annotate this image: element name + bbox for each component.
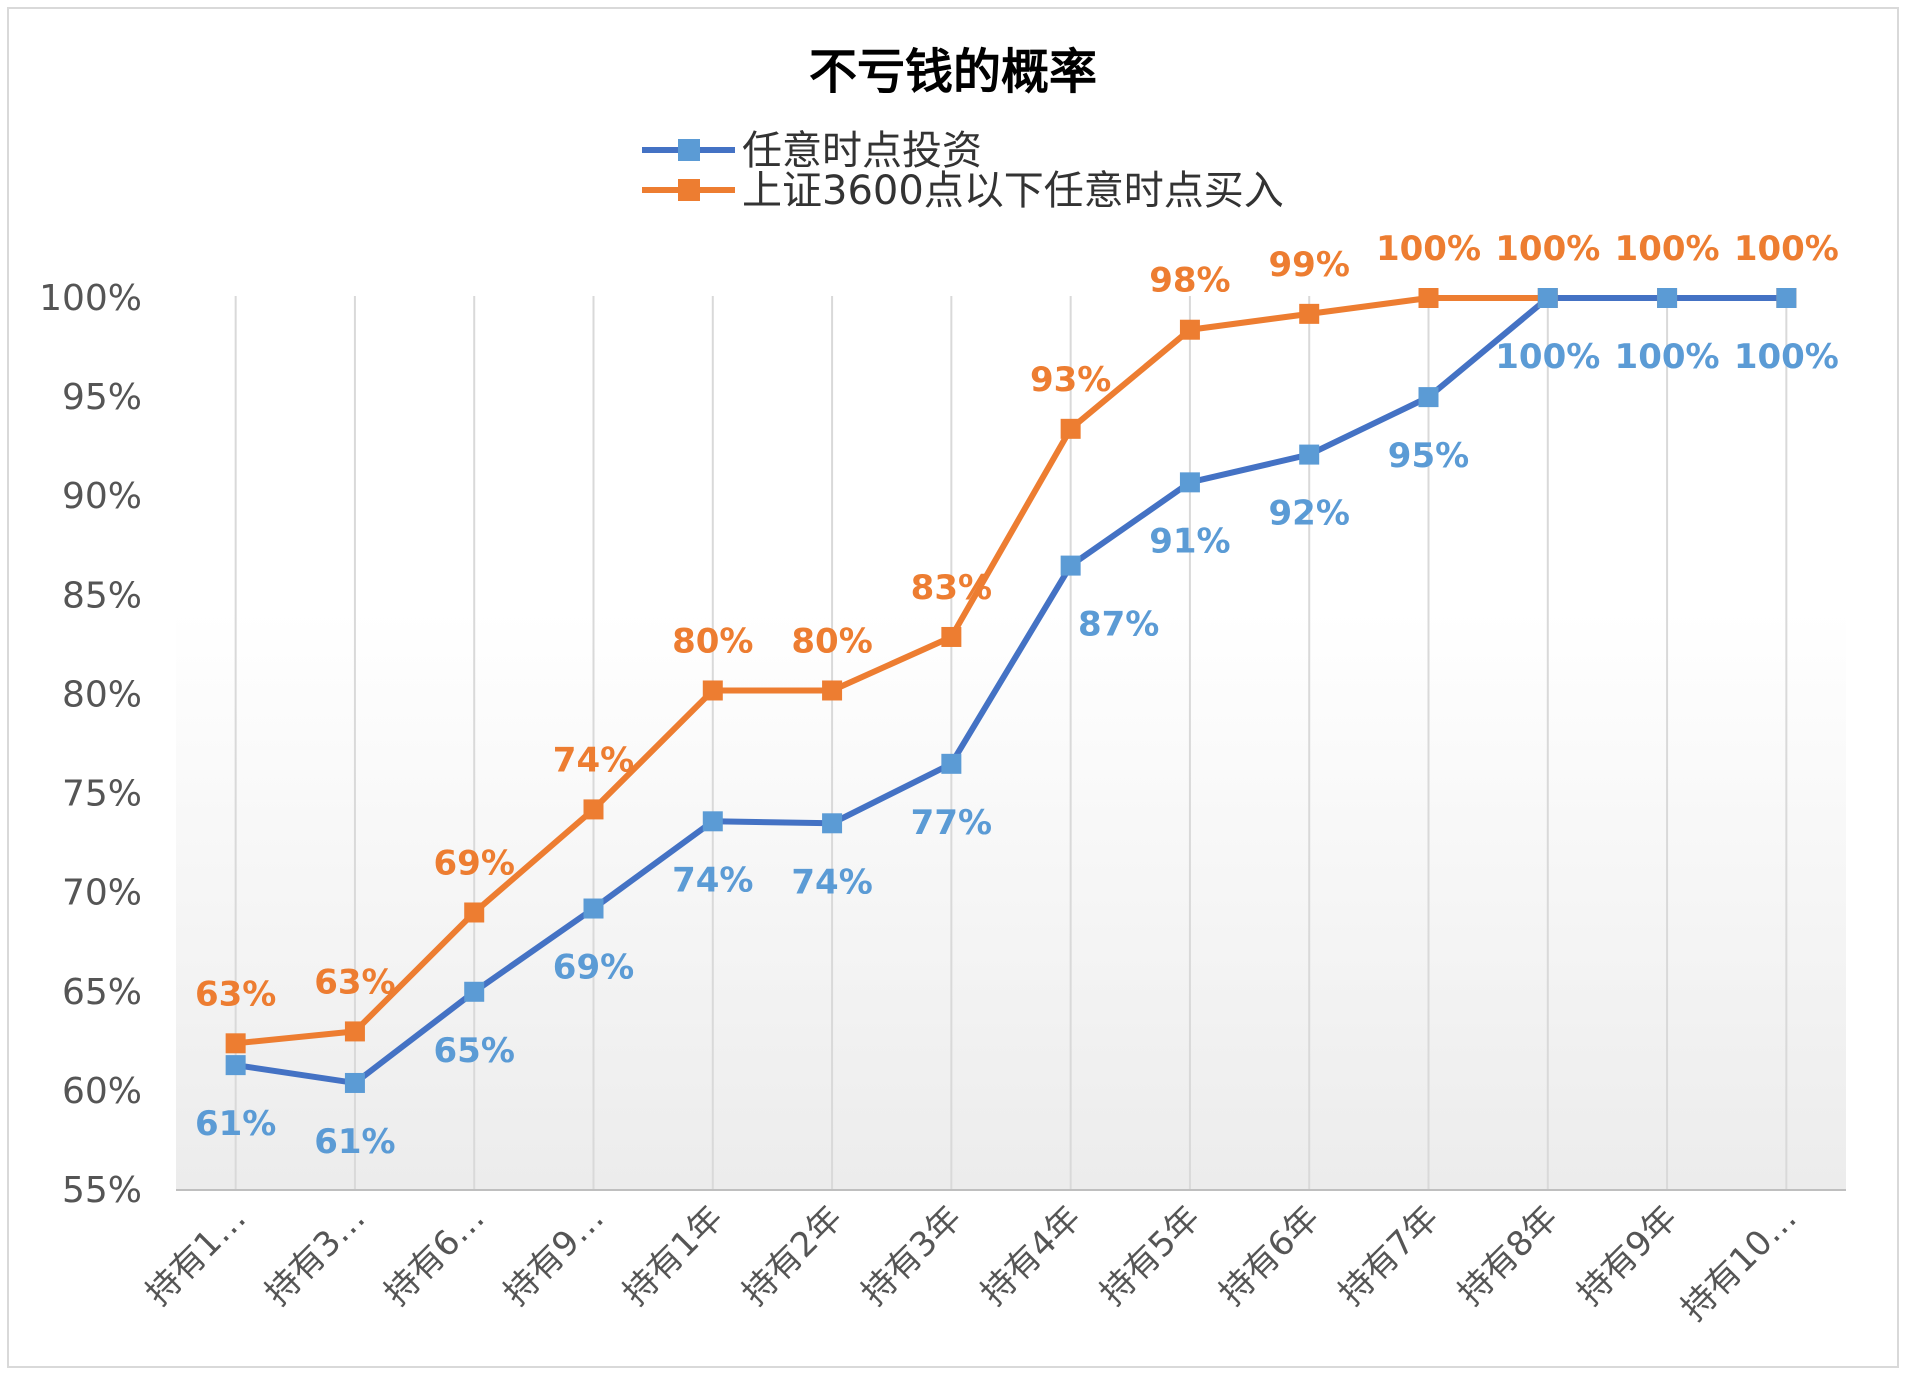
data-label: 80% [791,621,872,661]
series-marker [464,902,485,923]
data-label: 83% [911,568,992,608]
data-label: 92% [1269,494,1350,534]
data-label: 63% [195,974,276,1014]
series-marker [1418,387,1439,408]
data-label: 98% [1149,261,1230,301]
series-marker [344,1021,365,1042]
data-label: 91% [1149,521,1230,561]
series-marker [344,1072,365,1093]
series-marker [1060,555,1081,576]
y-tick-label: 95% [62,377,142,418]
y-tick-label: 85% [62,575,142,616]
data-label: 100% [1495,229,1600,269]
data-label: 63% [314,962,395,1002]
data-label: 61% [314,1122,395,1162]
data-label: 100% [1615,229,1720,269]
data-label: 74% [553,740,634,780]
series-marker [822,680,843,701]
y-tick-label: 80% [62,674,142,715]
data-label: 87% [1078,605,1159,645]
data-label: 100% [1734,337,1839,377]
series-marker [941,626,962,647]
series-marker [225,1055,246,1076]
series-layer [225,288,1797,1093]
series-line [232,295,1790,1086]
data-label: 99% [1269,245,1350,285]
legend-label: 上证3600点以下任意时点买入 [742,168,1284,214]
y-tick-label: 75% [62,774,142,815]
series-marker [1299,444,1320,465]
legend-marker [678,179,700,201]
data-label: 100% [1734,229,1839,269]
series-marker [1657,288,1678,308]
series-marker [583,799,604,820]
data-label: 100% [1376,229,1481,269]
series-marker [1179,319,1200,340]
data-label: 65% [434,1031,515,1071]
data-label: 93% [1030,360,1111,400]
y-tick-label: 70% [62,873,142,914]
data-label: 100% [1615,337,1720,377]
series-marker [822,813,843,834]
data-label: 74% [672,860,753,900]
series-marker [583,898,604,919]
series-marker [464,981,485,1002]
series-marker [702,680,723,701]
data-label: 95% [1388,436,1469,476]
series-marker [1418,288,1439,308]
series-marker [225,1033,246,1054]
data-label: 69% [553,948,634,988]
y-tick-label: 65% [62,972,142,1013]
y-tick-label: 90% [62,476,142,517]
y-tick-label: 60% [62,1071,142,1112]
data-label: 100% [1495,337,1600,377]
data-label: 69% [434,843,515,883]
data-label: 74% [791,862,872,902]
data-label: 61% [195,1104,276,1144]
series-line [232,295,1790,1047]
legend-marker [678,139,700,161]
series-marker [1060,418,1081,439]
label-layer: 61% 61% 65% 69% 74% 74% 77% 87% 91% 92% 95% 100% 100… [195,229,1839,1162]
y-tick-label: 100% [39,278,142,319]
y-tick-label: 55% [62,1170,142,1211]
series-marker [1537,288,1558,308]
series-marker [941,753,962,774]
series-marker [1179,472,1200,493]
chart-title: 不亏钱的概率 [809,44,1097,100]
series-marker [702,811,723,832]
data-label: 80% [672,621,753,661]
plot-area [176,298,1846,1190]
series-marker [1776,288,1797,308]
series-marker [1299,303,1320,324]
legend-label: 任意时点投资 [742,128,982,174]
data-label: 77% [911,803,992,843]
